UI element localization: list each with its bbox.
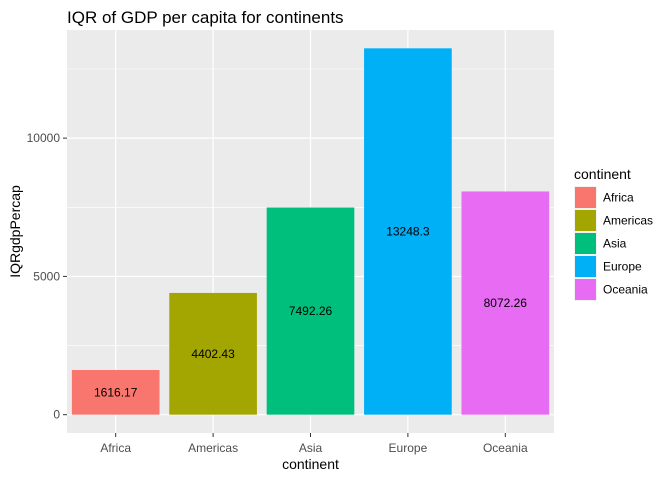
legend-swatch-americas [575, 210, 596, 231]
legend-label: Asia [603, 237, 627, 251]
y-axis-title: IQRgdpPercap [7, 185, 23, 278]
bar-americas [169, 292, 257, 415]
x-tick-label: Americas [188, 441, 238, 455]
bar-europe [364, 48, 452, 415]
data-label: 1616.17 [94, 385, 138, 399]
y-tick-label: 10000 [27, 131, 61, 145]
legend-items: Africa Americas Asia Europe Oceania [574, 186, 653, 301]
legend-label: Oceania [603, 283, 648, 297]
x-tick-label: Europe [389, 441, 428, 455]
x-tick-label: Oceania [483, 441, 528, 455]
legend-swatch-europe [575, 256, 596, 277]
bars [71, 48, 550, 415]
data-label: 13248.3 [386, 225, 430, 239]
x-axis: Africa Americas Asia Europe Oceania [100, 433, 528, 455]
legend: continent Africa Americas Asia Europe Oceani… [574, 166, 653, 301]
y-tick-label: 5000 [33, 269, 60, 283]
legend-swatch-asia [575, 233, 596, 254]
data-label: 8072.26 [484, 296, 528, 310]
legend-label: Europe [603, 260, 642, 274]
y-axis: 0 5000 10000 [27, 131, 67, 422]
data-label: 4402.43 [191, 347, 235, 361]
bar-africa [71, 369, 160, 415]
x-tick-label: Asia [299, 441, 323, 455]
legend-swatch-africa [575, 187, 596, 208]
legend-label: Africa [603, 191, 634, 205]
legend-title: continent [574, 166, 631, 182]
bar-oceania [461, 191, 550, 415]
legend-swatch-oceania [575, 279, 596, 300]
data-label: 7492.26 [289, 304, 333, 318]
bar-asia [266, 207, 355, 415]
data-labels: 1616.17 4402.43 7492.26 13248.3 8072.26 [94, 225, 527, 400]
x-axis-title: continent [282, 456, 339, 472]
chart-title: IQR of GDP per capita for continents [67, 8, 344, 27]
x-tick-label: Africa [100, 441, 131, 455]
y-tick-label: 0 [53, 408, 60, 422]
legend-label: Americas [603, 214, 653, 228]
